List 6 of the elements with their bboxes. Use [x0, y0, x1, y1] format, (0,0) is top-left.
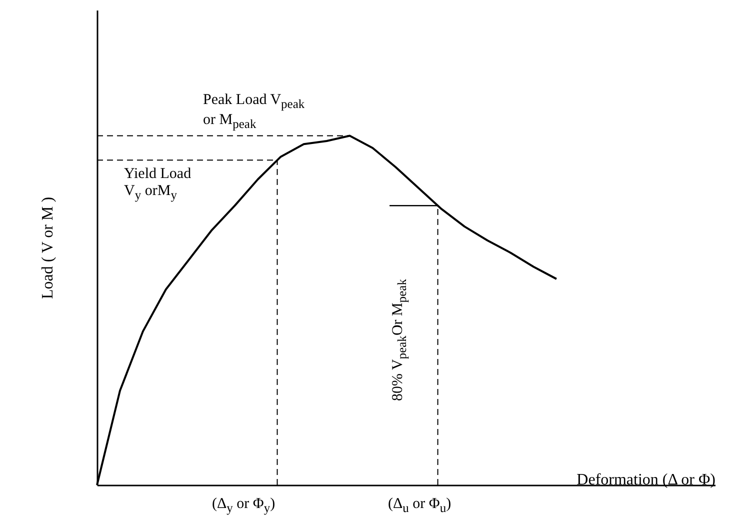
text: Peak Load V$_{peak}$ or M$_{peak}$ [203, 92, 305, 131]
annotation: Yield Load V$_{y}$ orM$_{y}$ [124, 166, 192, 202]
text: (Δ$_{y}$ or Φ$_{y}$) [212, 496, 276, 516]
text: (Δ$_{u}$ or Φ$_{u}$) [388, 496, 452, 516]
x-axis-title: Deformation (Δ or Φ) [576, 472, 716, 488]
y-axis-title: Load ( V or M ) [40, 196, 56, 300]
